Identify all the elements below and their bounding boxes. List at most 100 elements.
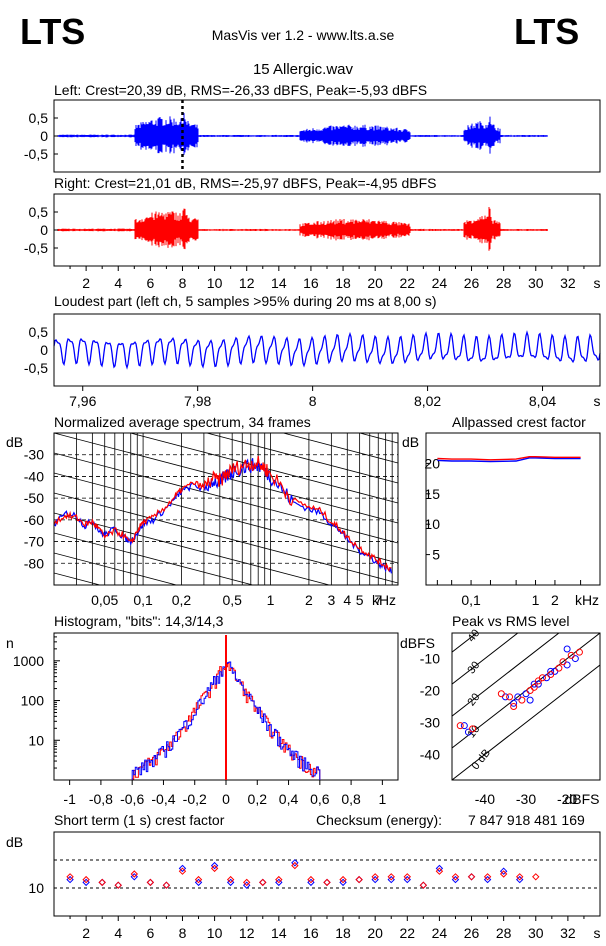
x-tick-label: -1 [63,791,76,807]
x-tick-label: 12 [239,275,255,291]
x-tick-label: 1 [267,592,275,608]
checksum-value: 7 847 918 481 169 [468,812,585,828]
crest-point [259,878,267,887]
crest-point [242,878,251,887]
crest-point [114,881,122,889]
crest-point [355,875,363,884]
x-unit-label: kHz [575,592,599,608]
y-tick-label: 0 [40,342,48,358]
crest-point [210,864,219,873]
crest-point [435,864,444,873]
x-tick-label: 18 [335,275,351,291]
peak-rms-point [522,690,530,698]
crest-point [403,873,412,881]
peak-rms-point [571,655,579,663]
slope-line [205,433,398,484]
loudest-title: Loudest part (left ch, 5 samples >95% du… [54,293,436,309]
plot-frame [425,432,601,586]
crest-point [435,867,444,875]
slope-line [281,433,398,464]
crest-point [371,873,379,881]
x-tick-label: 28 [496,275,512,291]
crest-point [371,875,379,884]
crest-point [387,875,395,884]
peak-rms-point [526,696,534,704]
logo-right: LTS [514,11,579,52]
crest-point [323,878,331,887]
x-tick-label: 2 [305,592,313,608]
y-axis-label: n [6,635,14,651]
peak-rms-point [510,699,518,707]
peak-rms-point [456,722,464,730]
x-tick-label: -30 [516,791,536,807]
x-tick-label: 20 [367,275,383,291]
x-tick-label: 8 [309,393,317,409]
crest-point [242,881,251,889]
peak-rms-point [563,661,571,669]
slope-line [128,433,398,504]
x-tick-label: 0 [222,791,230,807]
y-tick-label: 20 [424,455,440,471]
x-tick-label: 2 [551,592,559,608]
y-tick-label: 0 [40,128,48,144]
crest-point [387,873,395,881]
y-tick-label: 10 [28,732,44,748]
y-tick-label: 10 [424,516,440,532]
y-tick-label: -10 [420,651,440,667]
y-tick-label: -70 [24,534,44,550]
x-tick-label: 10 [207,925,223,941]
peak-rms-point [526,687,534,695]
y-tick-label: 5 [432,547,440,563]
x-unit-label: s [594,393,601,409]
logo-left: LTS [20,11,85,52]
crest-point [419,881,428,889]
crest-point [355,875,363,884]
slope-line [54,333,398,423]
peak-rms-point [575,648,583,656]
x-tick-label: 30 [528,925,544,941]
peak-rms-point [538,674,546,682]
x-tick-label: 5 [356,592,364,608]
plot-frame [53,313,601,387]
y-tick-label: -40 [24,468,44,484]
crest-point [98,878,106,887]
crest-point [259,878,267,887]
x-tick-label: 6 [146,925,154,941]
x-unit-label: s [594,925,601,941]
x-tick-label: 26 [464,275,480,291]
y-tick-label: -0,5 [24,360,48,376]
x-tick-label: 0,5 [222,592,242,608]
x-tick-label: 14 [271,275,287,291]
x-tick-label: 8 [179,925,187,941]
crest-point [419,881,428,889]
y-axis-label: dB [6,834,23,850]
peak-rms-point [559,658,567,666]
y-tick-label: -0,5 [24,240,48,256]
x-tick-label: -0,4 [151,791,175,807]
crest-point [291,861,299,870]
x-tick-label: 12 [239,925,255,941]
peak-rms-point [469,725,477,733]
peak-rms-title: Peak vs RMS level [452,613,569,629]
crest-point [178,864,187,873]
crest-point [467,873,476,881]
y-tick-label: 15 [424,486,440,502]
spectrum-series-1 [54,455,392,573]
slope-line [54,552,178,585]
peak-rms-point [460,722,468,730]
crest-diagonal [452,633,560,717]
x-tick-label: 8,02 [414,393,441,409]
y-tick-label: 0,5 [29,324,49,340]
crest-point [66,873,74,881]
slope-line [54,532,255,585]
crest-point [130,870,139,878]
crest-point [339,875,347,884]
y-tick-label: -20 [420,683,440,699]
crest-point [515,873,524,881]
x-tick-label: 10 [207,275,223,291]
peak-rms-point [530,683,538,691]
y-axis-label: dBFS [400,635,435,651]
crest-point [403,875,412,884]
right-title: Right: Crest=21,01 dB, RMS=-25,97 dBFS, … [54,175,436,191]
